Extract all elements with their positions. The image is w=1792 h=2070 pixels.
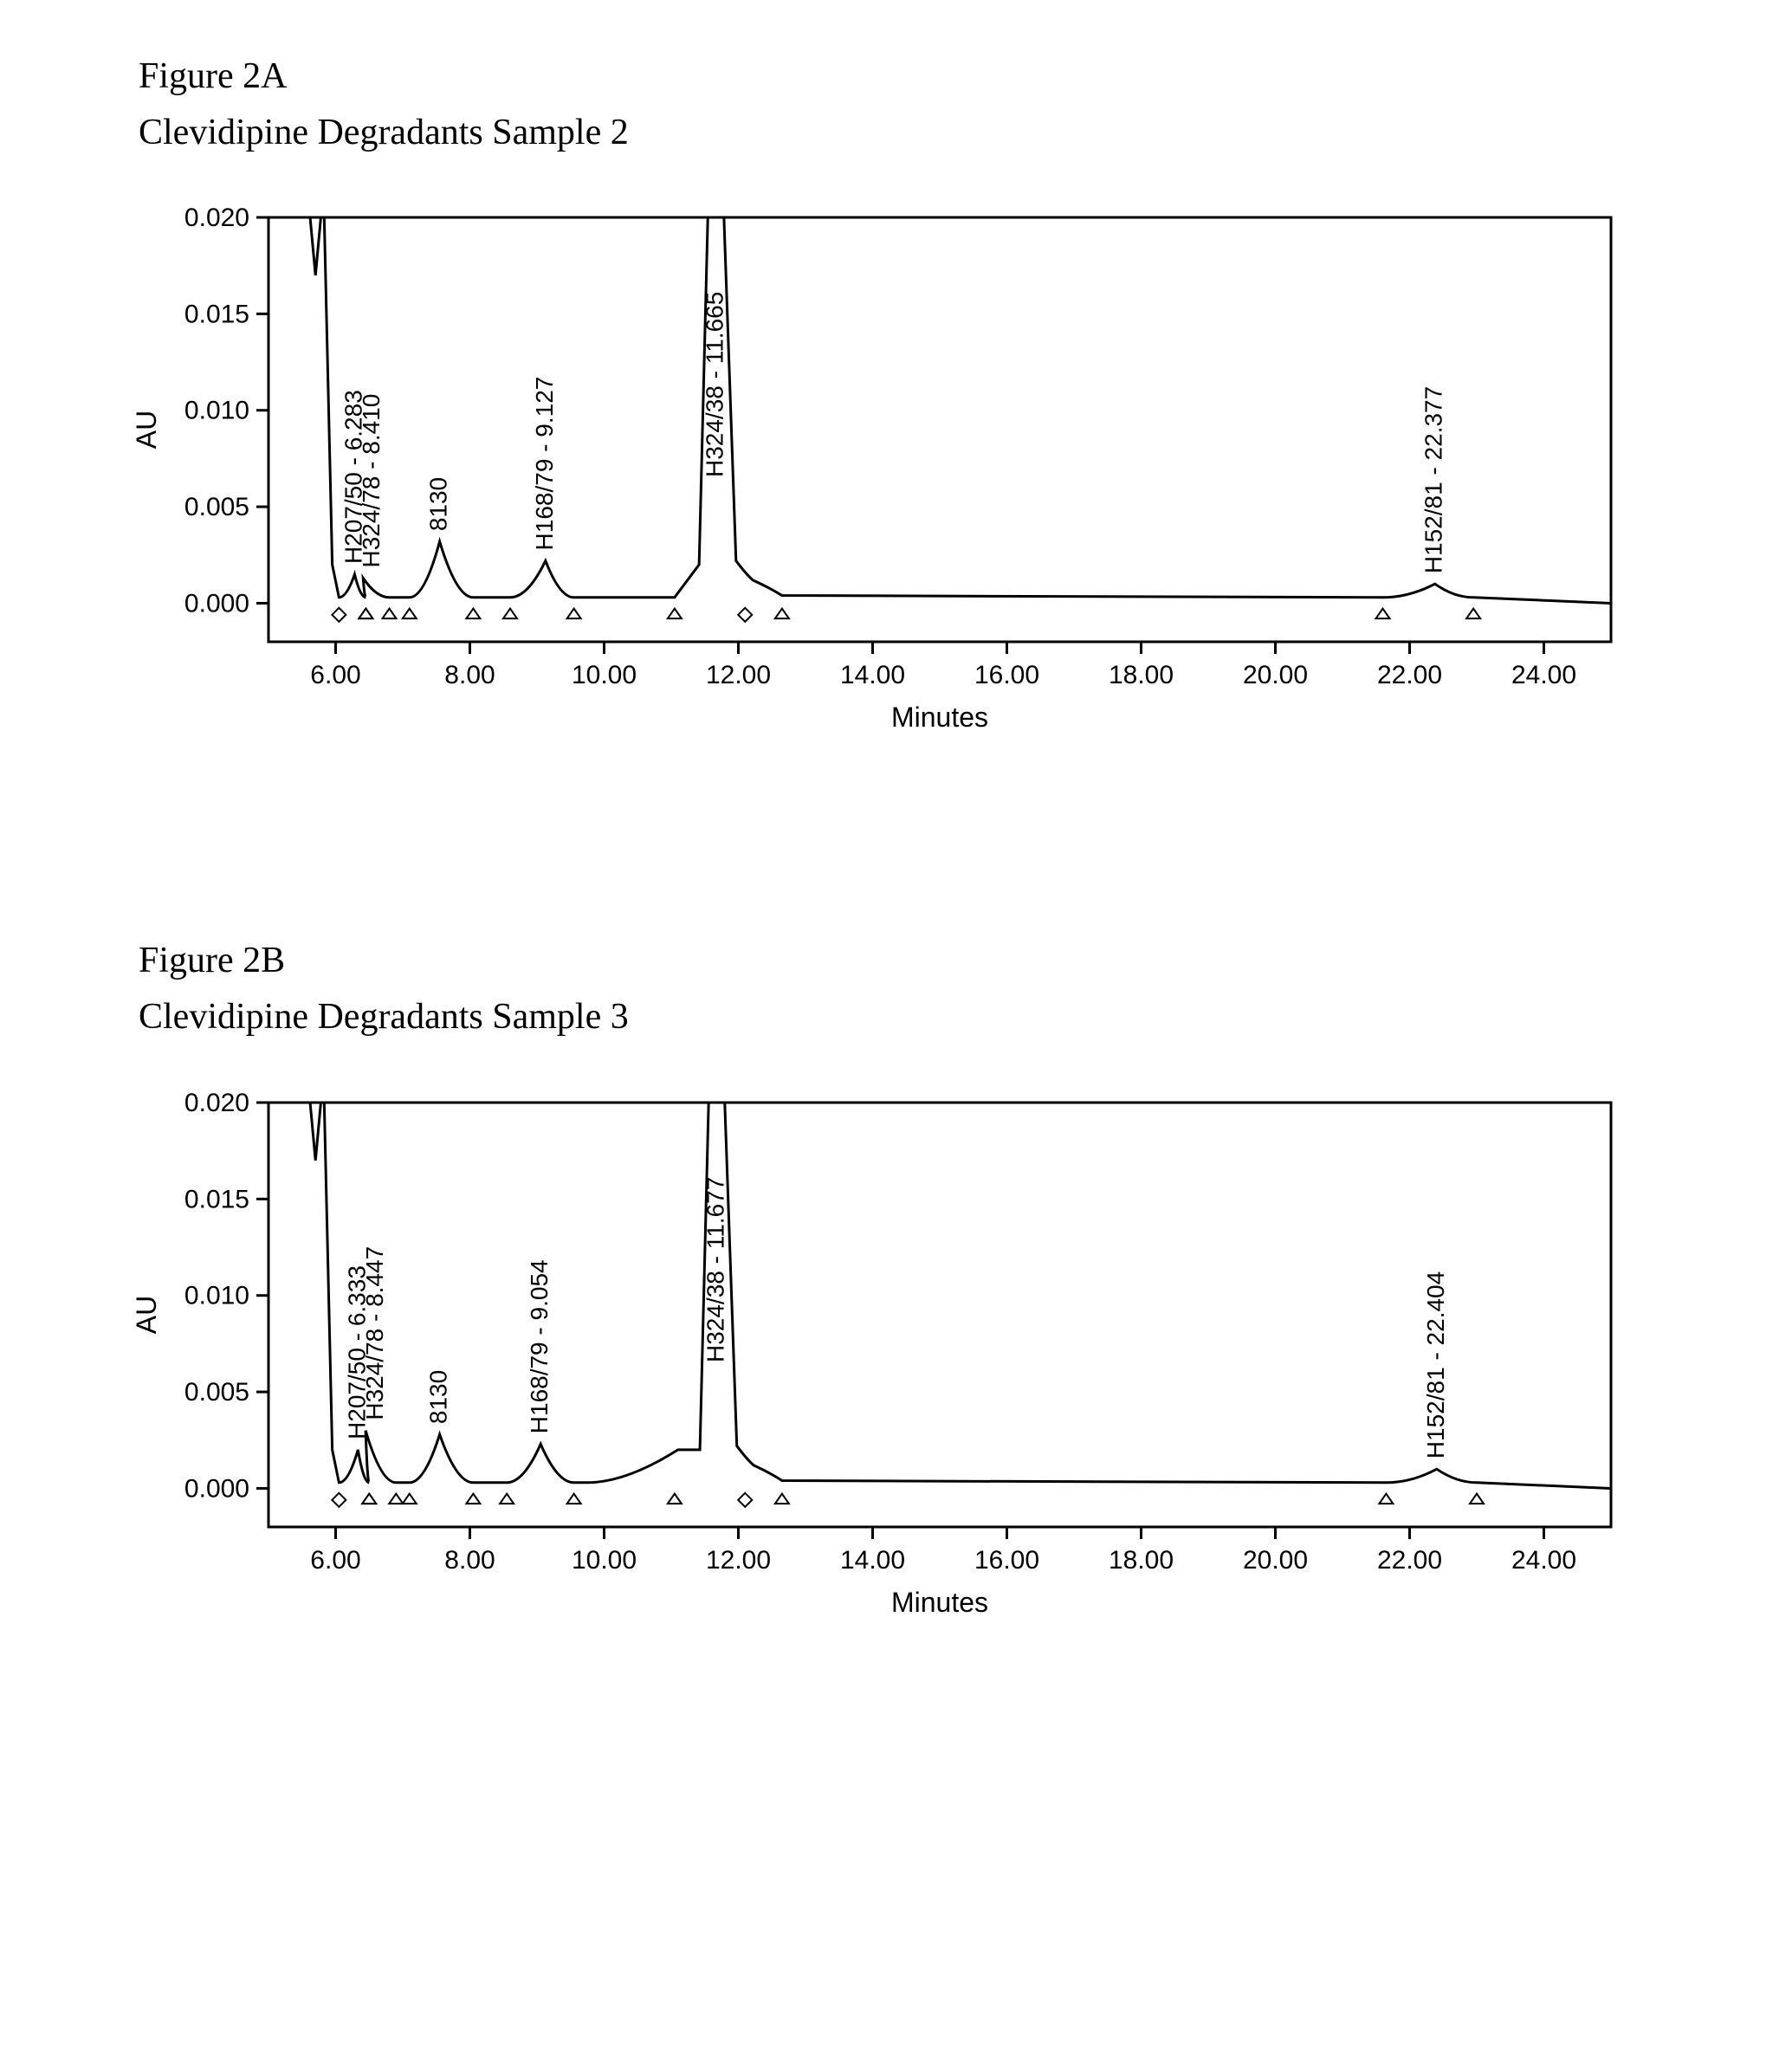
- figure-2b-title-line1: Figure 2B: [139, 936, 1688, 986]
- ytick-label: 0.010: [184, 1281, 249, 1310]
- figure-2a-block: Figure 2A Clevidipine Degradants Sample …: [104, 52, 1688, 746]
- x-axis-label: Minutes: [891, 1587, 988, 1618]
- peak-label-H324/38: H324/38 - 11.677: [702, 1176, 728, 1362]
- xtick-label: 22.00: [1377, 1546, 1442, 1575]
- figure-2b-chart: 0.000 0.005 0.010 0.015 0.020 6.00 8.00 10.00 12…: [104, 1077, 1688, 1631]
- ytick-label: 0.005: [184, 493, 249, 521]
- xtick-label: 6.00: [310, 1546, 360, 1575]
- peak-label-H168/79: H168/79 - 9.054: [526, 1259, 553, 1433]
- xtick-label: 24.00: [1511, 1546, 1576, 1575]
- xtick-label: 20.00: [1243, 1546, 1308, 1575]
- xtick-label: 8.00: [444, 661, 495, 689]
- peak-label-8130: 8130: [425, 1370, 452, 1424]
- xtick-label: 24.00: [1511, 661, 1576, 689]
- xtick-label: 16.00: [974, 1546, 1039, 1575]
- y-axis-label: AU: [131, 411, 162, 449]
- xtick-label: 16.00: [974, 661, 1039, 689]
- peak-label-H324/78: H324/78 - 8.447: [361, 1246, 388, 1420]
- ytick-label: 0.010: [184, 397, 249, 425]
- ytick-label: 0.000: [184, 1474, 249, 1503]
- y-axis-label: AU: [131, 1296, 162, 1334]
- peak-label-H152/81: H152/81 - 22.404: [1422, 1271, 1449, 1459]
- figure-2a-title-line1: Figure 2A: [139, 52, 1688, 101]
- xtick-label: 8.00: [444, 1546, 495, 1575]
- x-axis-label: Minutes: [891, 702, 988, 733]
- xtick-label: 12.00: [706, 661, 771, 689]
- peak-label-H152/81: H152/81 - 22.377: [1420, 386, 1447, 573]
- figure-2b-title-line2: Clevidipine Degradants Sample 3: [139, 993, 1688, 1042]
- peak-label-H324/38: H324/38 - 11.665: [702, 292, 728, 477]
- ytick-label: 0.000: [184, 590, 249, 618]
- ytick-label: 0.015: [184, 301, 249, 329]
- peak-label-H168/79: H168/79 - 9.127: [531, 377, 558, 551]
- xtick-label: 14.00: [840, 661, 905, 689]
- peak-label-H324/78: H324/78 - 8.410: [358, 394, 385, 568]
- ytick-label: 0.020: [184, 1089, 249, 1117]
- xtick-label: 18.00: [1109, 661, 1174, 689]
- xtick-label: 18.00: [1109, 1546, 1174, 1575]
- xtick-label: 10.00: [572, 661, 637, 689]
- xtick-label: 14.00: [840, 1546, 905, 1575]
- xtick-label: 22.00: [1377, 661, 1442, 689]
- ytick-label: 0.005: [184, 1378, 249, 1407]
- figure-2b-block: Figure 2B Clevidipine Degradants Sample …: [104, 936, 1688, 1630]
- peak-label-8130: 8130: [425, 477, 452, 531]
- xtick-label: 10.00: [572, 1546, 637, 1575]
- figure-2a-title-line2: Clevidipine Degradants Sample 2: [139, 108, 1688, 158]
- ytick-label: 0.015: [184, 1185, 249, 1213]
- figure-2a-chart: 0.000 0.005 0.010 0.015 0.020 6.00 8.00 10.00 12…: [104, 191, 1688, 746]
- xtick-label: 12.00: [706, 1546, 771, 1575]
- xtick-label: 6.00: [310, 661, 360, 689]
- ytick-label: 0.020: [184, 204, 249, 232]
- xtick-label: 20.00: [1243, 661, 1308, 689]
